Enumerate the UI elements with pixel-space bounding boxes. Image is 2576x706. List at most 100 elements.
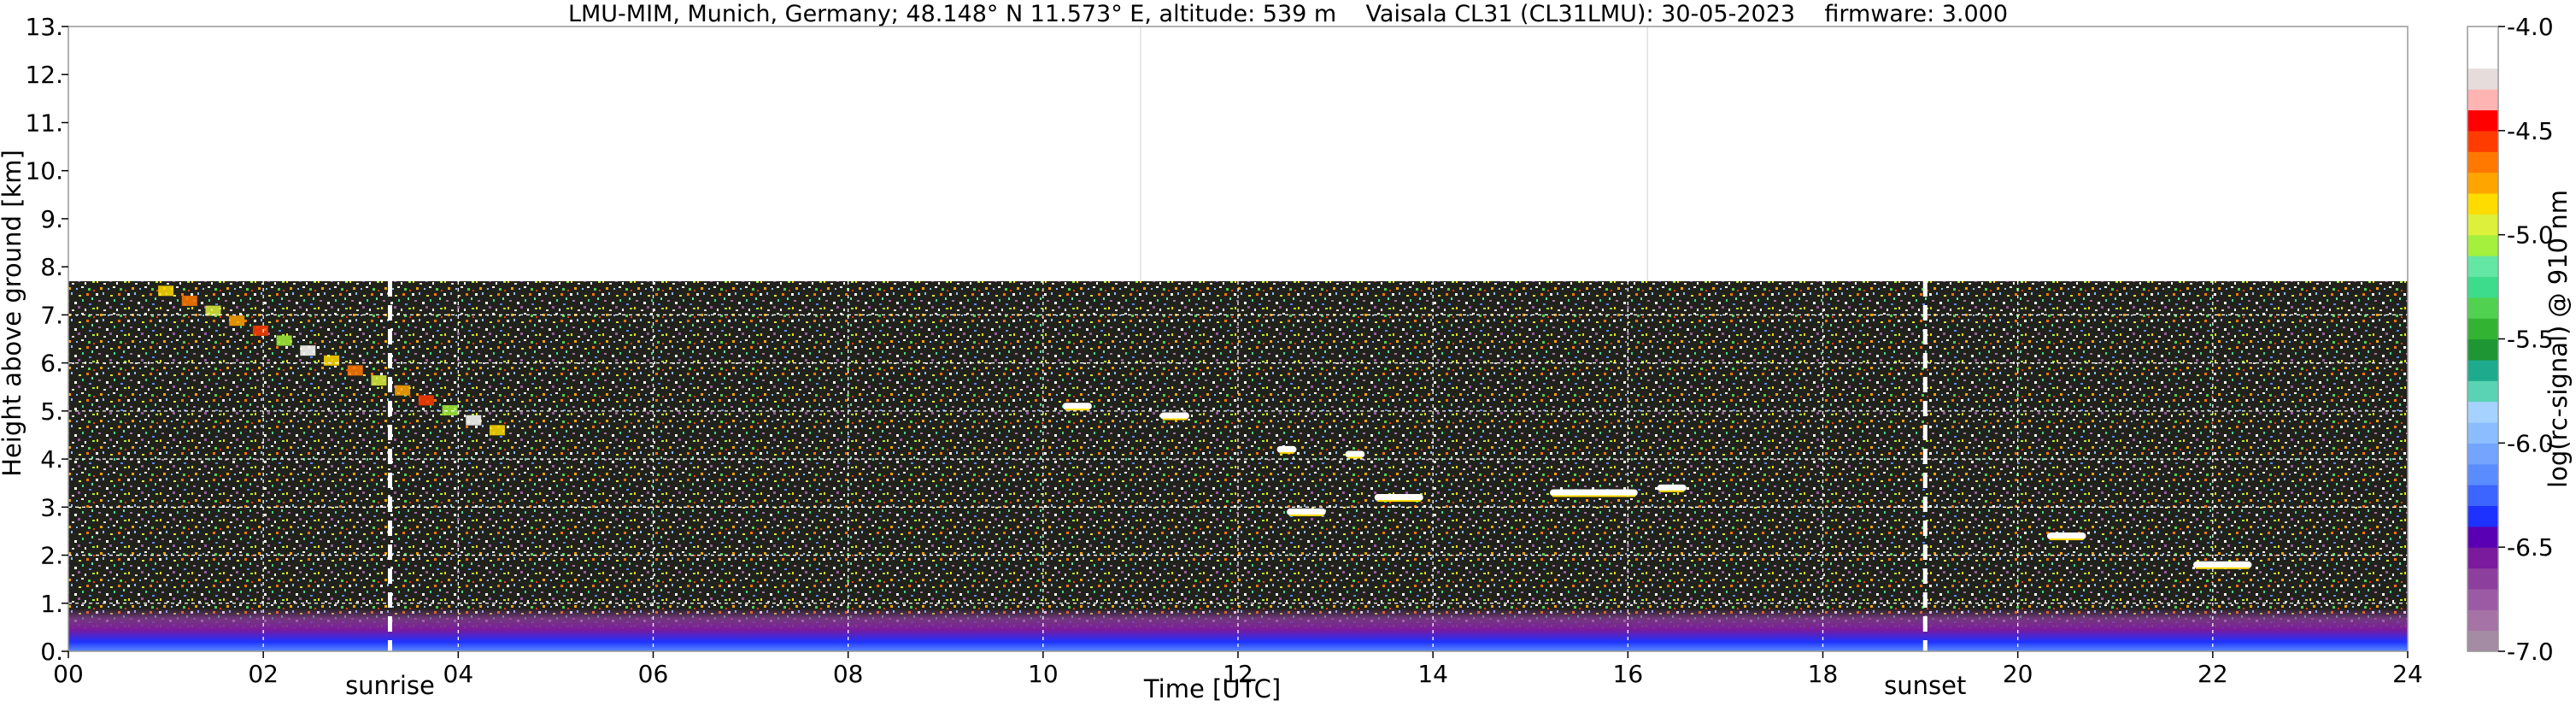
colorbar-segment [2467,505,2498,527]
colorbar-segment [2467,401,2498,423]
x-tick-label: 24 [2392,660,2423,688]
cloud-segment [1550,489,1638,497]
colorbar-segment [2467,192,2498,215]
cloud-segment [2193,561,2252,568]
plot-area: 00 02 04 06 08 10 12 14 16 18 20 22 24 0. 1. 2. 3. 4. 5. 6.… [25,13,2422,688]
colorbar-tick-label: -4.0 [2507,13,2554,41]
cloud-segment [2046,532,2086,540]
cloud-segment [1062,403,1092,410]
cloud-layer-mark [158,285,174,297]
y-tick-label: 8. [40,253,63,281]
cloud-segment-edge [1065,409,1089,411]
cloud-layer-mark [324,355,340,366]
cloud-layer-mark [395,385,411,396]
x-axis-label: Time [UTC] [1143,674,1281,703]
colorbar-segment [2467,214,2498,236]
y-tick-label: 2. [40,542,63,570]
y-tick-label: 9. [40,205,63,233]
colorbar-tick-label: -5.0 [2507,221,2554,250]
colorbar-segment [2467,68,2498,90]
colorbar-segment [2467,89,2498,111]
x-tick-label: 12 [1223,660,1253,688]
colorbar-segment [2467,26,2498,48]
cloud-layer-mark [300,345,316,356]
y-tick-label: 4. [40,445,63,474]
colorbar-segment [2467,443,2498,465]
colorbar-segment [2467,256,2498,277]
y-tick-label: 13. [25,13,63,41]
y-tick-label: 7. [40,301,63,329]
cloud-segment-edge [1376,500,1421,503]
x-tick-label: 20 [2003,660,2033,688]
colorbar-segment [2467,318,2498,340]
y-tick-label: 12. [25,61,63,89]
cloud-layer-mark [181,295,197,306]
colorbar-label: log(rc-signal) @ 910 nm [2544,190,2573,488]
y-axis-label: Height above ground [km] [0,150,26,477]
colorbar-tick-label: -5.5 [2507,326,2554,354]
colorbar-segment [2467,297,2498,319]
y-tick-label: 1. [40,590,63,618]
cloud-segment-edge [1659,490,1684,492]
colorbar-segment [2467,421,2498,444]
y-tick-label: 5. [40,397,63,426]
cloud-segment-edge [1162,418,1187,421]
cloud-layer-mark [489,425,505,436]
cloud-layer-mark [347,365,363,376]
cloud-layer-mark [466,415,482,426]
colorbar-segment [2467,359,2498,381]
cloud-segment [1287,508,1326,515]
x-tick-label: 22 [2198,660,2228,688]
cloud-layer-mark [371,375,387,386]
cloud-layer-mark [418,395,434,406]
chart-title: LMU-MIM, Munich, Germany; 48.148° N 11.5… [567,1,2009,27]
x-tick-label: 02 [248,660,279,688]
x-tick-label: 10 [1028,660,1059,688]
cloud-segment-edge [1552,495,1635,497]
x-tick-label: 00 [53,660,84,688]
cloud-layer-mark [205,305,221,316]
sunset-label: sunset [1884,671,1966,700]
cloud-segment-edge [2196,567,2250,569]
colorbar-segment [2467,568,2498,590]
cloud-layer-mark [442,405,458,416]
colorbar-segment [2467,547,2498,569]
colorbar-segment [2467,151,2498,174]
cloud-segment [1657,484,1687,491]
cloud-layer-mark [229,315,245,327]
cloud-segment-edge [1347,456,1363,459]
cloud-layer-mark [276,335,292,346]
cloud-layer-mark [252,325,268,336]
colorbar-segment [2467,588,2498,610]
colorbar-tick-label: -6.5 [2507,533,2554,562]
colorbar: -4.0 -4.5 -5.0 -5.5 -6.0 -6.5 -7.0 [2467,13,2554,666]
colorbar-segment [2467,630,2498,652]
colorbar-tick-label: -4.5 [2507,117,2554,145]
y-tick-label: 11. [25,109,63,137]
cloud-segment [1276,445,1297,453]
cloud-segment [1345,450,1365,458]
y-tick-label: 0. [40,638,63,666]
colorbar-segment [2467,109,2498,132]
cloud-segment-edge [1289,514,1323,516]
x-tick-label: 08 [833,660,864,688]
colorbar-segment [2467,130,2498,152]
colorbar-segment [2467,485,2498,507]
y-tick-label: 3. [40,493,63,521]
cloud-segment [1159,412,1189,420]
cloud-segment-edge [1279,451,1294,454]
cloud-segment-edge [2049,538,2084,541]
colorbar-tick-label: -6.0 [2507,429,2554,457]
colorbar-segment [2467,338,2498,361]
colorbar-segment [2467,463,2498,485]
colorbar-segment [2467,380,2498,403]
colorbar-segment [2467,526,2498,548]
x-tick-label: 18 [1808,660,1839,688]
x-tick-label: 16 [1613,660,1644,688]
y-tick-label: 6. [40,350,63,378]
x-tick-label: 14 [1417,660,1448,688]
colorbar-segment [2467,47,2498,69]
colorbar-segment [2467,609,2498,632]
x-tick-label: 04 [443,660,474,688]
